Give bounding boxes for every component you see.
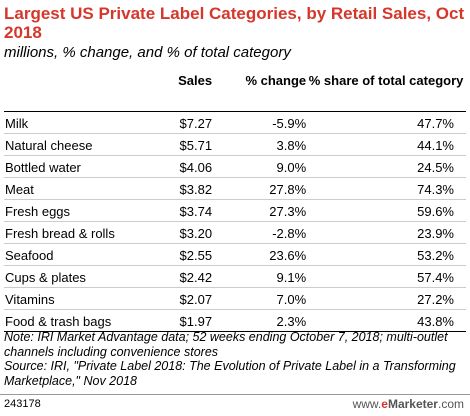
cell-change: 2.3%	[212, 309, 307, 332]
chart-subtitle: millions, % change, and % of total categ…	[4, 44, 291, 61]
cell-share: 44.1%	[306, 133, 466, 156]
cell-category: Natural cheese	[4, 133, 147, 156]
table-row: Vitamins $2.07 7.0% 27.2%	[4, 287, 466, 310]
table-row: Fresh eggs $3.74 27.3% 59.6%	[4, 199, 466, 222]
cell-share: 47.7%	[306, 111, 466, 134]
header-sales: Sales	[146, 71, 213, 112]
cell-category: Fresh eggs	[4, 199, 147, 222]
footnote: Note: IRI Market Advantage data; 52 week…	[4, 330, 466, 388]
cell-sales: $3.74	[146, 199, 213, 222]
cell-share: 59.6%	[306, 199, 466, 222]
cell-share: 27.2%	[306, 287, 466, 310]
cell-sales: $2.07	[146, 287, 213, 310]
brand-e: e	[381, 397, 388, 411]
table-row: Seafood $2.55 23.6% 53.2%	[4, 243, 466, 266]
table-row: Meat $3.82 27.8% 74.3%	[4, 177, 466, 200]
cell-category: Milk	[4, 111, 147, 134]
chart-title: Largest US Private Label Categories, by …	[4, 4, 465, 42]
brand-suffix: .com	[437, 397, 464, 411]
cell-change: 27.3%	[212, 199, 307, 222]
cell-share: 24.5%	[306, 155, 466, 178]
header-change: % change	[212, 71, 307, 112]
cell-sales: $2.55	[146, 243, 213, 266]
cell-change: -5.9%	[212, 111, 307, 134]
table-header-row: Sales % change % share of total category	[4, 71, 466, 112]
cell-sales: $4.06	[146, 155, 213, 178]
cell-change: -2.8%	[212, 221, 307, 244]
cell-change: 9.1%	[212, 265, 307, 288]
cell-share: 57.4%	[306, 265, 466, 288]
footer-bar: 243178 www.eMarketer.com	[0, 394, 470, 416]
table-row: Natural cheese $5.71 3.8% 44.1%	[4, 133, 466, 156]
cell-change: 9.0%	[212, 155, 307, 178]
cell-share: 23.9%	[306, 221, 466, 244]
cell-sales: $1.97	[146, 309, 213, 332]
table-row: Food & trash bags $1.97 2.3% 43.8%	[4, 309, 466, 332]
source-text: Source: IRI, "Private Label 2018: The Ev…	[4, 359, 456, 388]
cell-category: Bottled water	[4, 155, 147, 178]
header-category	[4, 71, 147, 112]
brand-prefix: www.	[352, 397, 382, 411]
cell-sales: $2.42	[146, 265, 213, 288]
cell-change: 3.8%	[212, 133, 307, 156]
cell-share: 74.3%	[306, 177, 466, 200]
brand-logo: www.eMarketer.com	[353, 397, 464, 411]
cell-category: Food & trash bags	[4, 309, 147, 332]
cell-sales: $3.20	[146, 221, 213, 244]
chart-id: 243178	[4, 398, 41, 410]
table-row: Milk $7.27 -5.9% 47.7%	[4, 111, 466, 134]
table-row: Cups & plates $2.42 9.1% 57.4%	[4, 265, 466, 288]
cell-sales: $7.27	[146, 111, 213, 134]
cell-sales: $3.82	[146, 177, 213, 200]
cell-category: Seafood	[4, 243, 147, 266]
data-table: Sales % change % share of total category…	[4, 71, 466, 332]
note-text: Note: IRI Market Advantage data; 52 week…	[4, 330, 448, 359]
cell-change: 27.8%	[212, 177, 307, 200]
header-share: % share of total category	[306, 71, 466, 112]
cell-share: 43.8%	[306, 309, 466, 332]
brand-name: Marketer	[387, 397, 438, 411]
table-row: Fresh bread & rolls $3.20 -2.8% 23.9%	[4, 221, 466, 244]
cell-change: 7.0%	[212, 287, 307, 310]
cell-sales: $5.71	[146, 133, 213, 156]
table-row: Bottled water $4.06 9.0% 24.5%	[4, 155, 466, 178]
cell-category: Vitamins	[4, 287, 147, 310]
cell-share: 53.2%	[306, 243, 466, 266]
cell-category: Meat	[4, 177, 147, 200]
cell-category: Fresh bread & rolls	[4, 221, 147, 244]
cell-change: 23.6%	[212, 243, 307, 266]
cell-category: Cups & plates	[4, 265, 147, 288]
